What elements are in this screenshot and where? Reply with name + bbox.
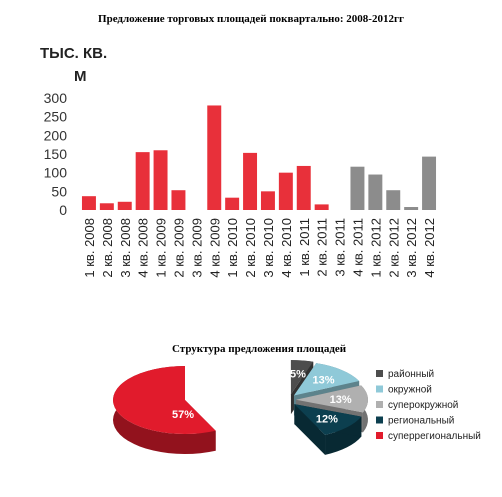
x-tick-label: 1 кв. 2009 [154,218,169,278]
y-tick-label: 100 [44,165,68,181]
legend-swatch [376,370,383,377]
legend-label: суперокружной [388,400,458,411]
bar-1 [99,203,114,210]
pie-slice-3 [294,404,362,455]
x-tick-label: 2 кв. 2009 [171,218,186,278]
bar-5 [171,190,186,210]
x-tick-label: 3 кв. 2008 [118,218,133,278]
y-tick-label: 50 [51,183,67,199]
pie-chart-title: Структура предложения площадей [172,343,347,355]
legend-label: окружной [388,385,432,396]
x-tick-label: 3 кв. 2012 [404,218,419,278]
pie-slice-4 [112,366,216,454]
pie-slice-label: 5% [290,368,306,380]
x-tick-label: 4 кв. 2009 [207,218,222,278]
bar-8 [225,197,240,210]
x-tick-label: 3 кв. 2009 [189,218,204,278]
bar-3 [135,152,150,210]
x-tick-label: 2 кв. 2010 [243,218,258,278]
legend-swatch [376,432,383,439]
pie-slice-label: 13% [330,394,352,406]
bar-18 [404,207,419,210]
bar-15 [350,166,365,210]
pie-slice-1 [293,363,360,416]
x-tick-label: 4 кв. 2008 [136,218,151,278]
x-tick-label: 3 кв. 2010 [261,218,276,278]
pie-slice-2 [295,385,368,433]
legend-swatch [376,385,383,393]
legend-swatch [376,401,383,408]
pie-slice-label: 57% [172,409,194,421]
bar-chart-title: Предложение торговых площадей покварталь… [98,13,404,25]
bar-10 [260,191,275,210]
bar-7 [207,105,222,210]
bar-4 [153,150,168,210]
legend-label: районный [388,369,434,380]
x-tick-label: 4 кв. 2011 [350,218,365,277]
y-tick-label: 300 [44,90,68,106]
bar-19 [422,156,437,210]
bar-11 [278,172,293,210]
x-tick-label: 2 кв. 2012 [386,218,401,278]
bar-13 [314,204,329,210]
y-tick-label: 150 [44,146,68,162]
legend-label: региональный [388,416,454,427]
x-tick-label: 1 кв. 2011 [297,218,312,277]
x-tick-label: 4 кв. 2012 [422,218,437,278]
bar-0 [81,196,96,210]
bar-2 [117,201,132,210]
legend-swatch [376,416,383,424]
y-axis-unit-line-2: М [74,68,87,85]
x-tick-label: 4 кв. 2010 [279,218,294,278]
y-tick-label: 200 [44,127,68,143]
x-tick-label: 3 кв. 2011 [333,218,348,277]
x-tick-label: 1 кв. 2008 [82,218,97,278]
pie-slice-0 [290,360,314,415]
x-tick-label: 1 кв. 2010 [225,218,240,278]
y-tick-label: 250 [44,109,68,125]
x-tick-label: 2 кв. 2011 [315,218,330,277]
x-tick-label: 2 кв. 2008 [100,218,115,278]
y-axis-unit-line-1: ТЫС. КВ. [40,45,108,62]
bar-16 [368,174,383,210]
bar-12 [296,165,311,210]
bar-9 [243,152,258,210]
pie-slice-label: 12% [316,414,338,426]
legend-label: суперрегиональный [388,431,481,442]
x-tick-label: 1 кв. 2012 [368,218,383,278]
bar-17 [386,190,401,210]
y-tick-label: 0 [59,202,67,218]
pie-slice-label: 13% [312,375,334,387]
